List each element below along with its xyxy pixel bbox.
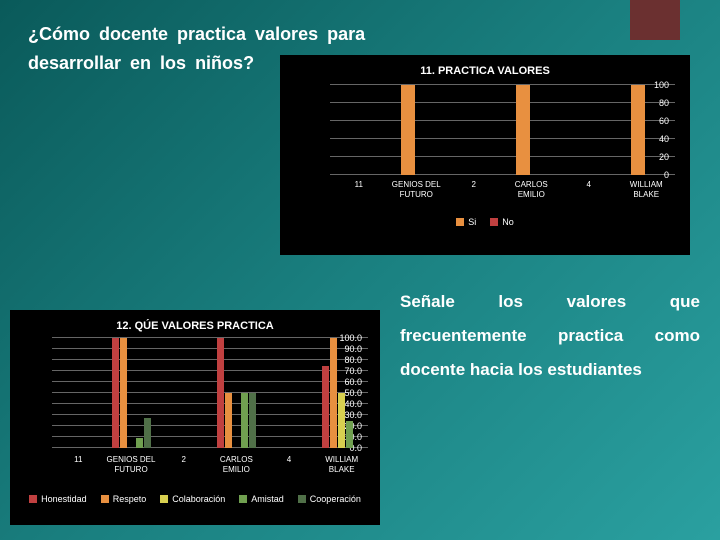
legend-swatch xyxy=(29,495,37,503)
legend-label: Cooperación xyxy=(310,494,361,504)
legend-swatch xyxy=(101,495,109,503)
bar-group xyxy=(157,338,210,448)
x-tick-label: 4 xyxy=(263,455,316,474)
bar xyxy=(217,338,224,448)
legend-item: Cooperación xyxy=(298,494,361,504)
bar xyxy=(225,393,232,448)
x-tick-label: CARLOS EMILIO xyxy=(503,180,561,199)
bar-group xyxy=(210,338,263,448)
question-2-text: Señale los valores que frecuentemente pr… xyxy=(400,285,700,387)
bar xyxy=(346,421,353,449)
legend-item: Honestidad xyxy=(29,494,87,504)
bar-group xyxy=(52,338,105,448)
legend-label: Amistad xyxy=(251,494,284,504)
bar xyxy=(330,338,337,448)
chart-practica-valores: 11. PRACTICA VALORES 020406080100 11GENI… xyxy=(280,55,690,255)
legend-item: Respeto xyxy=(101,494,147,504)
legend-label: Si xyxy=(468,217,476,227)
legend-swatch xyxy=(298,495,306,503)
legend-item: No xyxy=(490,217,514,227)
bar-group xyxy=(105,338,158,448)
accent-tab xyxy=(630,0,680,40)
bar xyxy=(249,393,256,448)
legend-label: Respeto xyxy=(113,494,147,504)
legend-swatch xyxy=(490,218,498,226)
bar xyxy=(322,366,329,449)
bar-group xyxy=(618,85,676,175)
x-tick-label: WILLIAM BLAKE xyxy=(618,180,676,199)
bar-group xyxy=(263,338,316,448)
bar-group xyxy=(445,85,503,175)
x-tick-label: GENIOS DEL FUTURO xyxy=(388,180,446,199)
bar xyxy=(401,85,415,175)
bar xyxy=(120,338,127,448)
bar xyxy=(144,418,151,448)
legend-label: Colaboración xyxy=(172,494,225,504)
bar-group xyxy=(503,85,561,175)
x-tick-label: 11 xyxy=(330,180,388,199)
bar-group xyxy=(388,85,446,175)
x-tick-label: 2 xyxy=(157,455,210,474)
bar xyxy=(631,85,645,175)
legend-item: Si xyxy=(456,217,476,227)
chart1-legend: Si No xyxy=(280,217,690,227)
legend-swatch xyxy=(160,495,168,503)
bar-group xyxy=(315,338,368,448)
x-tick-label: 2 xyxy=(445,180,503,199)
bar xyxy=(338,393,345,448)
x-tick-label: WILLIAM BLAKE xyxy=(315,455,368,474)
chart2-legend: Honestidad Respeto Colaboración Amistad Coop… xyxy=(10,488,380,510)
chart1-title: 11. PRACTICA VALORES xyxy=(280,55,690,77)
x-tick-label: CARLOS EMILIO xyxy=(210,455,263,474)
legend-label: Honestidad xyxy=(41,494,87,504)
bar-group xyxy=(330,85,388,175)
chart2-x-labels: 11GENIOS DEL FUTURO2CARLOS EMILIO4WILLIA… xyxy=(52,455,368,474)
legend-item: Colaboración xyxy=(160,494,225,504)
bar xyxy=(136,438,143,448)
bar xyxy=(241,393,248,448)
chart-que-valores: 12. QÚE VALORES PRACTICA 0.010.020.030.0… xyxy=(10,310,380,525)
bar-group xyxy=(560,85,618,175)
legend-item: Amistad xyxy=(239,494,284,504)
legend-swatch xyxy=(239,495,247,503)
legend-swatch xyxy=(456,218,464,226)
chart2-plot: 0.010.020.030.040.050.060.070.080.090.01… xyxy=(52,338,368,448)
chart1-plot: 020406080100 xyxy=(330,85,675,175)
legend-label: No xyxy=(502,217,514,227)
x-tick-label: GENIOS DEL FUTURO xyxy=(105,455,158,474)
bar xyxy=(516,85,530,175)
chart1-x-labels: 11GENIOS DEL FUTURO2CARLOS EMILIO4WILLIA… xyxy=(330,180,675,199)
bar xyxy=(112,338,119,448)
chart2-title: 12. QÚE VALORES PRACTICA xyxy=(10,310,380,332)
x-tick-label: 11 xyxy=(52,455,105,474)
x-tick-label: 4 xyxy=(560,180,618,199)
